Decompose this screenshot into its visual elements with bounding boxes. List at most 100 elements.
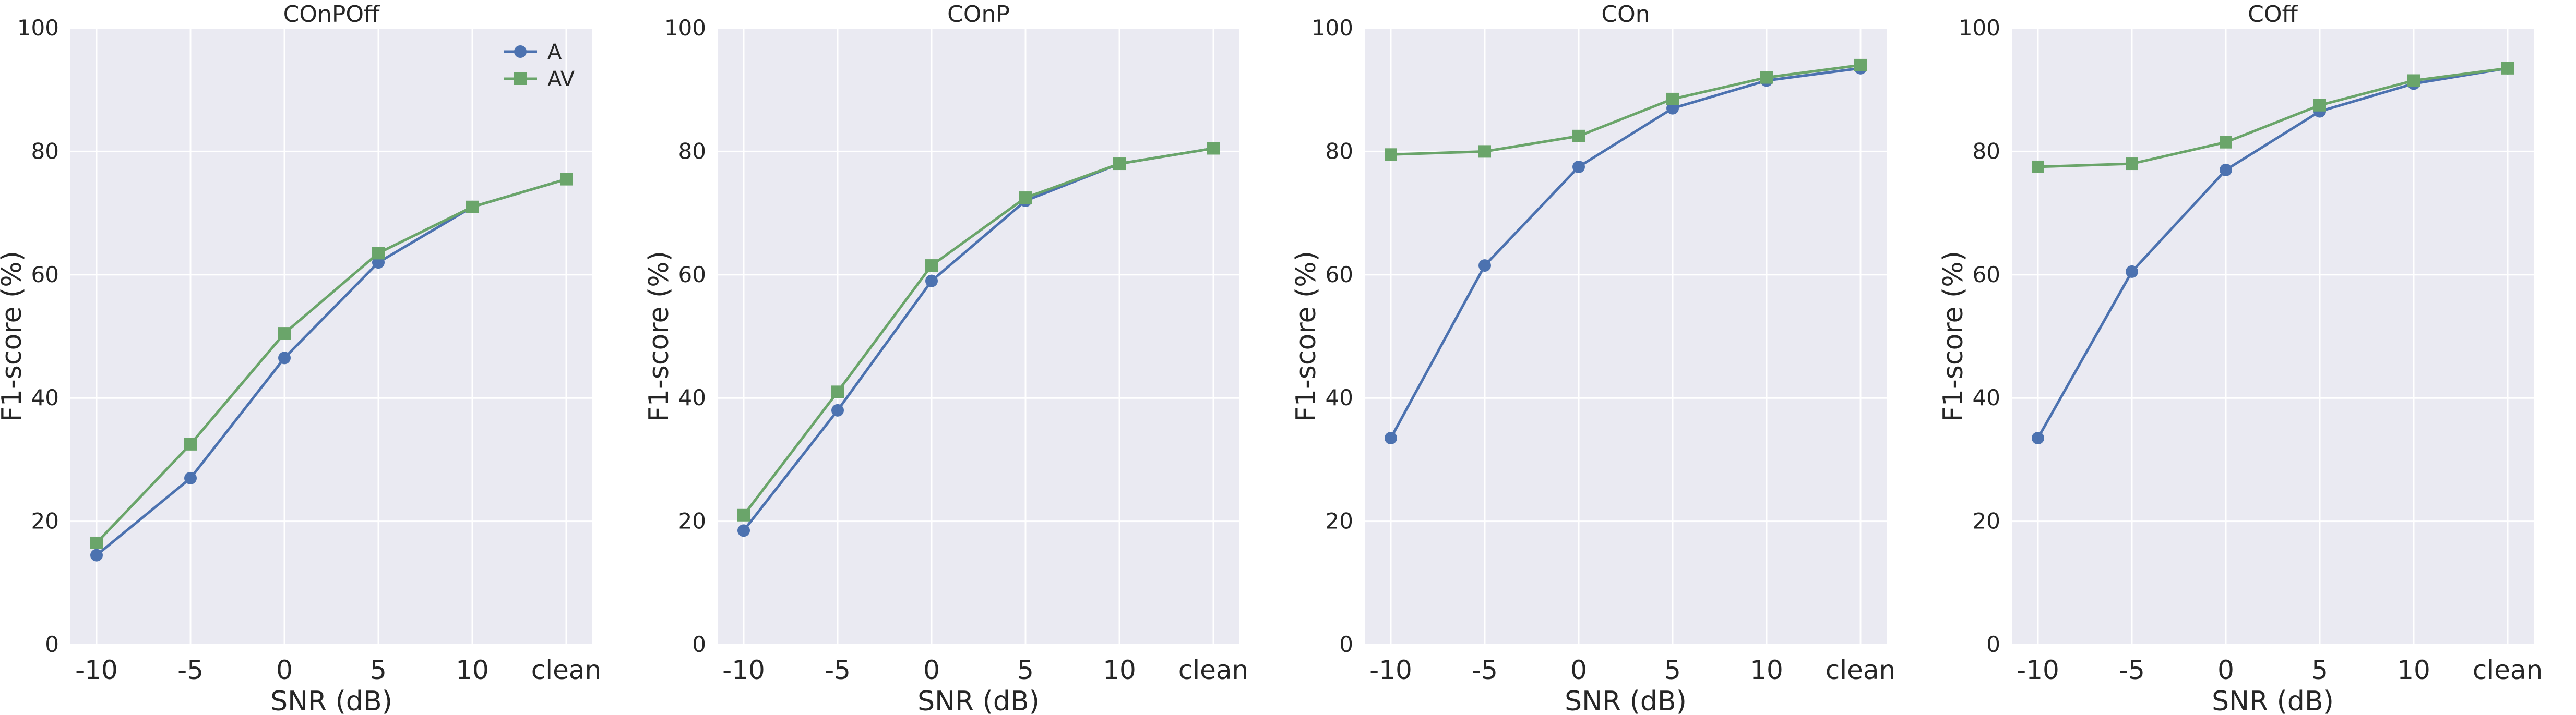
y-tick-label: 20 [1326,508,1353,534]
data-point [925,259,938,272]
data-point [372,247,385,260]
x-tick-label: 10 [1103,655,1136,685]
x-tick-label: 10 [2397,655,2430,685]
y-tick-label: 40 [678,385,706,410]
y-tick-label: 20 [678,508,706,534]
x-tick-label: 10 [456,655,489,685]
y-tick-label: 80 [678,138,706,164]
y-tick-label: 0 [45,632,59,657]
data-point [2501,62,2514,75]
legend-label: AV [547,67,575,91]
plot-area [718,28,1239,645]
y-tick-label: 0 [692,632,706,657]
y-tick-label: 60 [1973,262,2000,287]
data-point [925,274,938,287]
data-point [2126,265,2138,278]
x-tick-label: -10 [75,655,118,685]
data-point [2126,157,2138,171]
panel-conpoff: 0 20 40 60 80 100 -10 -5 0 5 10 clean COnPOff SNR (dB… [0,1,601,715]
data-point [184,471,197,484]
data-point [278,352,291,365]
series-av [90,173,573,549]
y-tick-label: 40 [1326,385,1353,410]
series-line-av [96,178,567,544]
data-point [278,327,291,340]
data-point [831,385,844,398]
data-point [1854,58,1867,71]
panel-con: 0 20 40 60 80 100 -10 -5 0 5 10 clean COn SNR (dB) F1-… [1291,1,1895,715]
data-point [737,524,750,537]
x-tick-label: 10 [1750,655,1783,685]
data-point [737,508,750,522]
x-tick-label: -10 [722,655,765,685]
data-point [2032,432,2044,445]
y-axis-label: F1-score (%) [1291,251,1322,422]
x-tick-label: -5 [2119,655,2145,685]
plot-area [70,28,592,645]
data-point [2313,99,2326,112]
data-point [1572,129,1585,142]
y-tick-label: 80 [1973,138,2000,164]
data-point [1666,92,1679,105]
y-tick-label: 100 [664,15,706,41]
series-line-av [743,147,1214,516]
y-axis-label: F1-score (%) [643,251,675,422]
x-axis-label: SNR (dB) [1565,686,1687,715]
y-tick-label: 0 [1339,632,1353,657]
y-tick-label: 100 [1959,15,2000,41]
x-tick-label: 0 [1570,655,1587,685]
x-tick-label: clean [531,655,601,685]
y-tick-label: 40 [1973,385,2000,410]
x-tick-label: 5 [1664,655,1681,685]
x-tick-label: -10 [2017,655,2059,685]
series-line-av [1390,64,1861,156]
y-tick-label: 60 [31,262,59,287]
data-point [466,200,479,213]
x-tick-label: -5 [177,655,204,685]
y-tick-label: 40 [31,385,59,410]
panel-conp: 0 20 40 60 80 100 -10 -5 0 5 10 clean COnP SNR (dB) F1… [643,1,1248,715]
y-tick-label: 100 [17,15,59,41]
x-tick-label: 5 [370,655,387,685]
x-tick-label: 0 [923,655,940,685]
x-tick-label: clean [2473,655,2543,685]
y-tick-label: 60 [1326,262,1353,287]
data-point [1385,432,1397,445]
x-tick-label: 0 [276,655,293,685]
y-tick-label: 60 [678,262,706,287]
data-point [1207,142,1220,155]
data-point [2220,163,2232,176]
series-line-av [2037,67,2508,168]
data-point [2220,136,2232,149]
data-point [560,173,573,186]
data-point [2407,74,2420,87]
legend-marker [514,72,527,85]
y-axis-label: F1-score (%) [0,251,28,422]
y-tick-label: 80 [31,138,59,164]
x-tick-label: 5 [1017,655,1034,685]
x-tick-label: -10 [1369,655,1412,685]
plot-area [1365,28,1887,645]
y-tick-label: 100 [1311,15,1353,41]
x-axis-label: SNR (dB) [917,686,1040,715]
data-point [1478,145,1491,158]
y-tick-label: 80 [1326,138,1353,164]
panel-title: COnP [947,1,1010,28]
data-point [1113,157,1126,171]
series-av [737,142,1220,522]
panel-title: COnPOff [283,1,380,28]
x-tick-label: 5 [2311,655,2328,685]
data-point [831,404,844,417]
y-tick-label: 0 [1986,632,2000,657]
y-tick-label: 20 [1973,508,2000,534]
x-tick-label: -5 [825,655,851,685]
x-tick-label: clean [1178,655,1248,685]
x-axis-label: SNR (dB) [270,686,392,715]
legend: A AV [504,40,575,91]
data-point [1019,191,1032,204]
series-line-a [1389,67,1861,439]
data-point [184,438,197,451]
data-point [1478,259,1491,272]
data-point [1572,160,1585,173]
